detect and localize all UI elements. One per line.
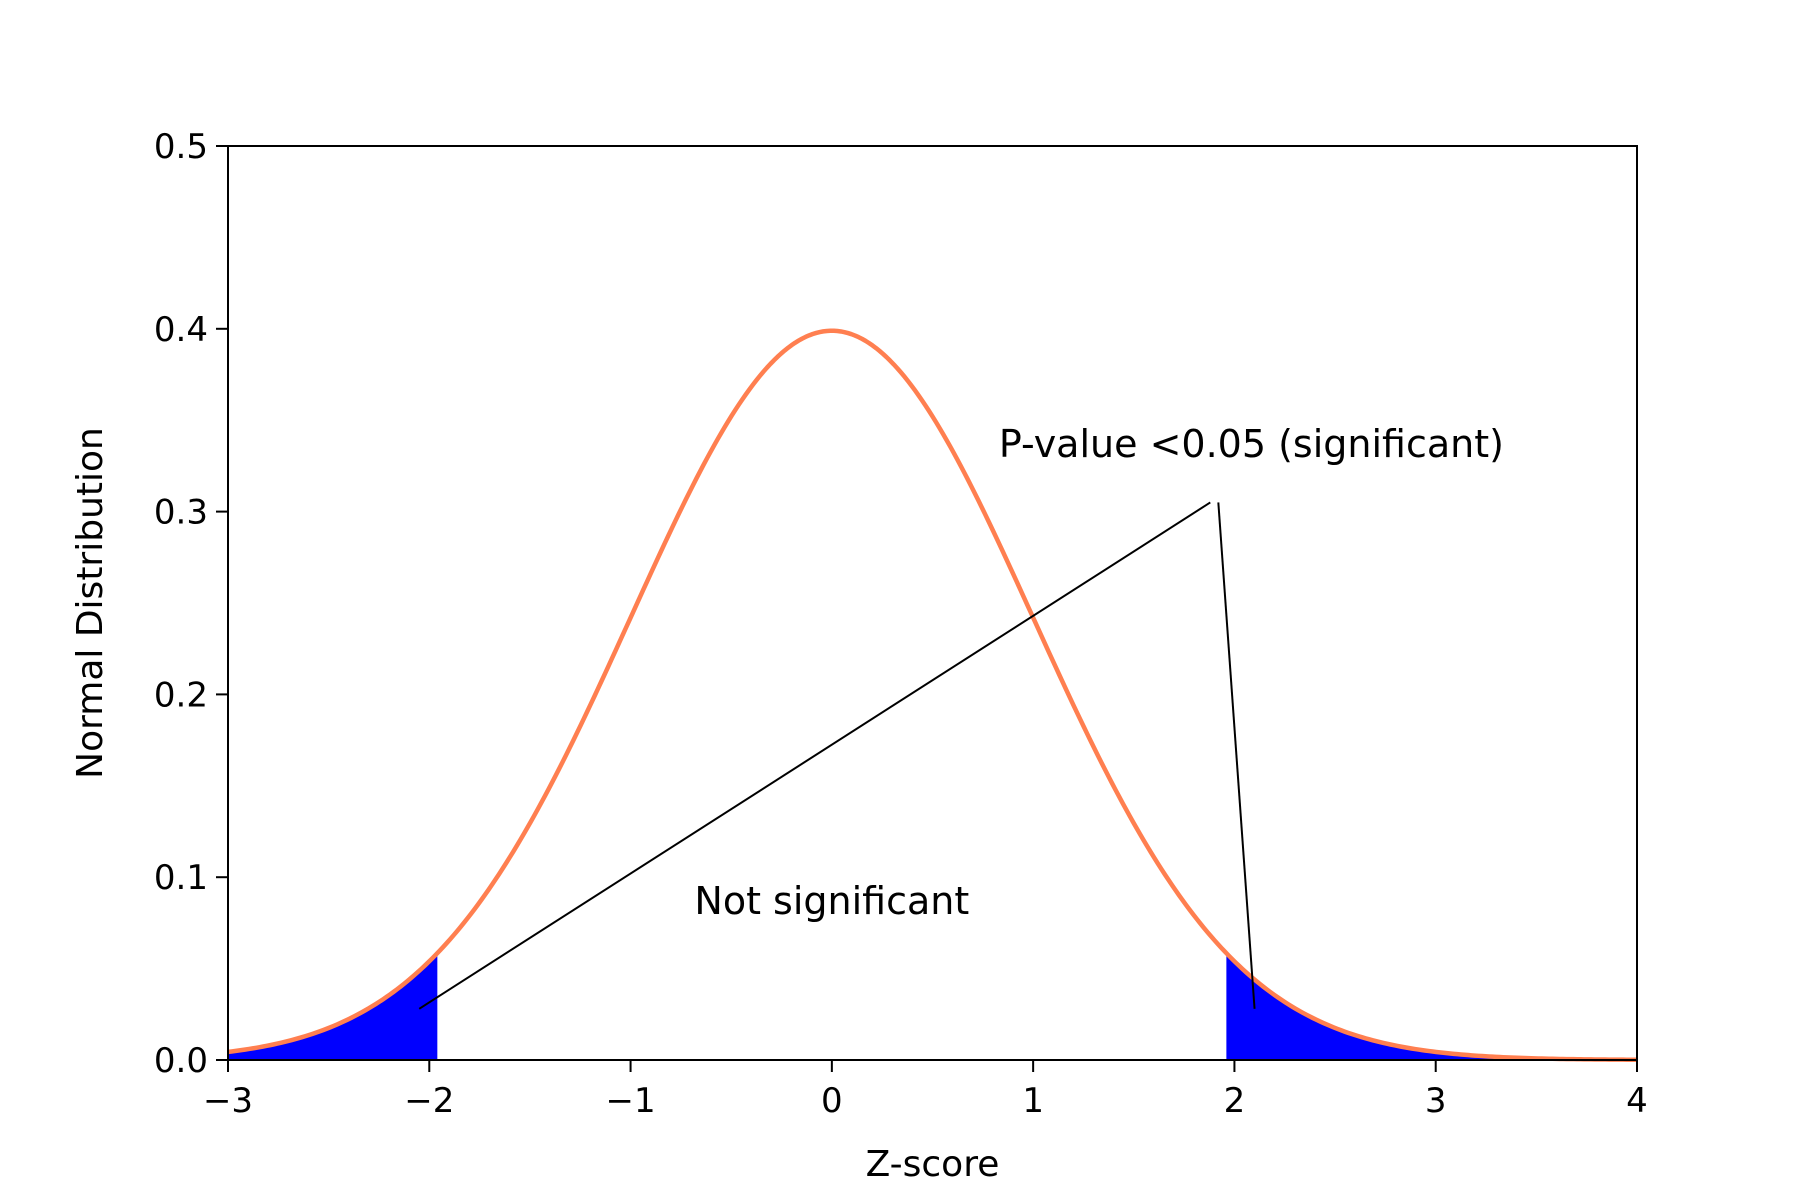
shaded-region-1 bbox=[228, 953, 438, 1060]
plot-frame bbox=[227, 145, 1638, 1061]
x-tick-label: 4 bbox=[1626, 1081, 1648, 1121]
y-tick-label: 0.0 bbox=[154, 1041, 208, 1081]
annotation-not-significant: Not significant bbox=[694, 879, 969, 923]
y-tick-label: 0.4 bbox=[154, 310, 208, 350]
x-tick-label: −2 bbox=[404, 1081, 454, 1121]
shaded-regions bbox=[228, 953, 1637, 1060]
annotation-arrows bbox=[418, 501, 1256, 1010]
x-tick-label: −1 bbox=[606, 1081, 656, 1121]
x-tick-label: 0 bbox=[821, 1081, 843, 1121]
y-axis-title: Normal Distribution bbox=[70, 427, 111, 779]
y-tick-label: 0.5 bbox=[154, 127, 208, 167]
x-tick-label: 2 bbox=[1224, 1081, 1246, 1121]
x-tick-label: 3 bbox=[1425, 1081, 1447, 1121]
x-tick-label: 1 bbox=[1022, 1081, 1044, 1121]
annotation-arrow-2 bbox=[1217, 502, 1256, 1009]
y-tick-label: 0.1 bbox=[154, 858, 208, 898]
y-axis: 0.0 0.1 0.2 0.3 0.4 0.5 bbox=[154, 127, 228, 1081]
x-axis-title: Z-score bbox=[866, 1144, 1000, 1185]
x-tick-label: −3 bbox=[203, 1081, 253, 1121]
pdf-curve-line bbox=[227, 328, 1638, 1063]
y-tick-label: 0.3 bbox=[154, 493, 208, 533]
y-tick-label: 0.2 bbox=[154, 675, 208, 715]
annotation-arrow-1 bbox=[418, 501, 1211, 1010]
shaded-region-2 bbox=[1226, 953, 1637, 1060]
x-axis: −3 −2 −1 0 1 2 3 4 bbox=[203, 1060, 1648, 1121]
annotation-significant: P-value <0.05 (significant) bbox=[999, 422, 1504, 466]
